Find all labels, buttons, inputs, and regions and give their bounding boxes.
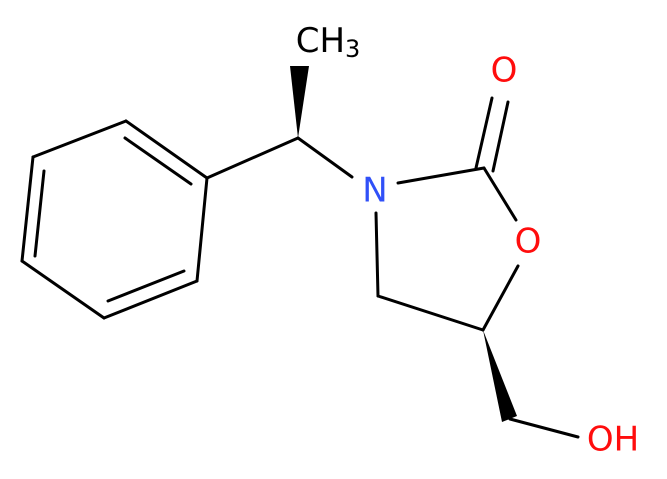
methyl-label: CH3 <box>296 21 361 64</box>
ring-oxygen-label: O <box>515 222 542 262</box>
carbonyl-oxygen-label: O <box>491 51 518 91</box>
hydroxyl-label: OH <box>587 420 639 460</box>
bonds <box>20 66 580 439</box>
nitrogen-label: N <box>362 171 387 211</box>
